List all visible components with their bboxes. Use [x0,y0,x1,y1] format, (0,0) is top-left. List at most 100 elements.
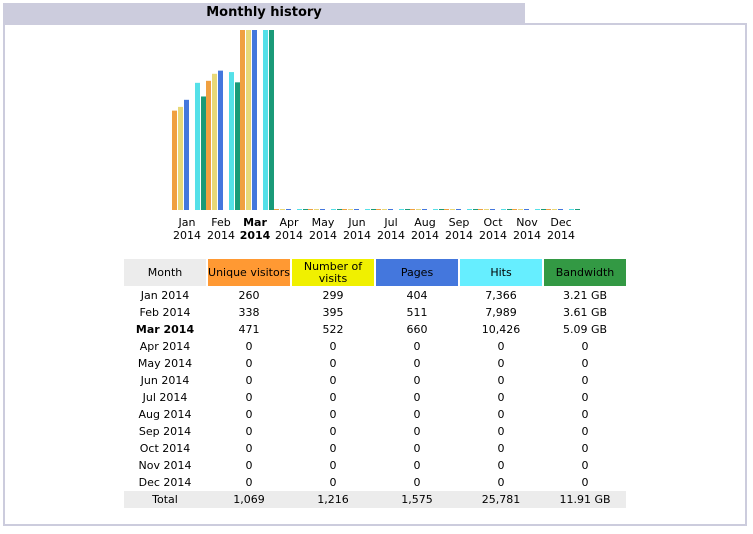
table-cell: 0 [413,340,421,353]
bar-hits-dec [569,209,574,210]
table-cell: Nov 2014 [138,459,192,472]
bar-unique-visitors-nov [512,209,517,210]
table-cell: 0 [581,374,589,387]
table-cell: Aug 2014 [138,408,192,421]
table-cell: 5.09 GB [562,323,608,336]
bar-unique-visitors-apr [274,209,279,210]
table-cell: 511 [406,306,428,319]
bar-bandwidth-jan [201,96,206,210]
total-cell: 11.91 GB [559,493,611,506]
bar-bandwidth-nov [541,209,546,210]
bar-pages-mar [252,30,257,210]
table-header-month: Month [124,259,206,286]
bar-bandwidth-feb [235,82,240,210]
table-cell: Mar 2014 [135,323,195,336]
table-cell: 0 [413,374,421,387]
bar-hits-feb [229,72,234,210]
table-cell: Dec 2014 [138,476,192,489]
title-tab: Monthly history [3,3,525,23]
table-cell: 0 [413,391,421,404]
table-cell: Jul 2014 [142,391,188,404]
table-cell: 0 [581,459,589,472]
bar-unique-visitors-dec [546,209,551,210]
table-cell: 0 [329,374,337,387]
table-cell: 0 [497,340,505,353]
table-cell: May 2014 [137,357,193,370]
table-cell: 0 [245,476,253,489]
table-cell: 0 [497,459,505,472]
month-label-dec: Dec 2014 [547,216,575,242]
table-cell: Feb 2014 [139,306,191,319]
table-cell: 471 [238,323,260,336]
table-header-unique-visitors: Unique visitors [208,259,290,286]
table-cell: Apr 2014 [139,340,191,353]
bar-unique-visitors-mar [240,30,245,210]
table-cell: 0 [329,476,337,489]
table-cell: 0 [329,391,337,404]
bar-hits-oct [501,209,506,210]
month-label-jul: Jul 2014 [377,216,405,242]
bar-hits-jan [195,82,200,210]
table-cell: 0 [497,425,505,438]
table-cell: 660 [406,323,428,336]
table-cell: 3.21 GB [562,289,608,302]
bar-pages-nov [524,209,529,210]
table-cell: 0 [329,340,337,353]
bar-unique-visitors-sep [444,209,449,210]
bar-bandwidth-oct [507,209,512,210]
table-cell: Sep 2014 [138,425,192,438]
bar-bandwidth-may [337,209,342,210]
table-cell: 0 [245,442,253,455]
bar-bandwidth-dec [575,209,580,210]
bar-unique-visitors-may [308,209,313,210]
table-cell: 0 [581,476,589,489]
table-cell: 0 [413,442,421,455]
month-label-sep: Sep 2014 [445,216,473,242]
bar-pages-may [320,209,325,210]
bar-number-of-visits-apr [280,209,285,210]
bar-hits-nov [535,209,540,210]
bar-bandwidth-sep [473,209,478,210]
bar-pages-oct [490,209,495,210]
table-cell: 10,426 [481,323,521,336]
month-label-apr: Apr 2014 [275,216,303,242]
bar-number-of-visits-mar [246,30,251,210]
table-cell: 522 [322,323,344,336]
table-cell: 0 [329,459,337,472]
table-cell: 0 [245,357,253,370]
table-cell: 0 [329,408,337,421]
table-cell: 0 [581,357,589,370]
table-cell: 0 [245,340,253,353]
bar-unique-visitors-aug [410,209,415,210]
table-cell: 0 [497,476,505,489]
bar-pages-jun [354,209,359,210]
bar-bandwidth-aug [439,209,444,210]
table-cell: 0 [245,425,253,438]
bar-hits-mar [263,30,268,210]
table-cell: 0 [581,340,589,353]
table-header-number-of-visits: Number of visits [292,259,374,286]
bar-number-of-visits-oct [484,209,489,210]
table-cell: 338 [238,306,260,319]
table-cell: 7,989 [485,306,517,319]
table-cell: 299 [322,289,344,302]
table-header-bandwidth: Bandwidth [544,259,626,286]
bar-pages-feb [218,70,223,211]
bar-bandwidth-apr [303,209,308,210]
table-cell: 395 [322,306,344,319]
bar-unique-visitors-oct [478,209,483,210]
total-cell: 1,216 [317,493,349,506]
table-cell: 0 [497,374,505,387]
table-cell: 0 [329,442,337,455]
month-label-nov: Nov 2014 [513,216,541,242]
bar-hits-jul [399,209,404,210]
bar-bandwidth-jun [371,209,376,210]
table-cell: 0 [581,391,589,404]
table-header-pages: Pages [376,259,458,286]
table-cell: 0 [413,425,421,438]
total-cell: Total [152,493,178,506]
bar-hits-jun [365,209,370,210]
total-cell: 1,069 [233,493,265,506]
table-cell: 0 [497,357,505,370]
table-cell: 7,366 [485,289,517,302]
